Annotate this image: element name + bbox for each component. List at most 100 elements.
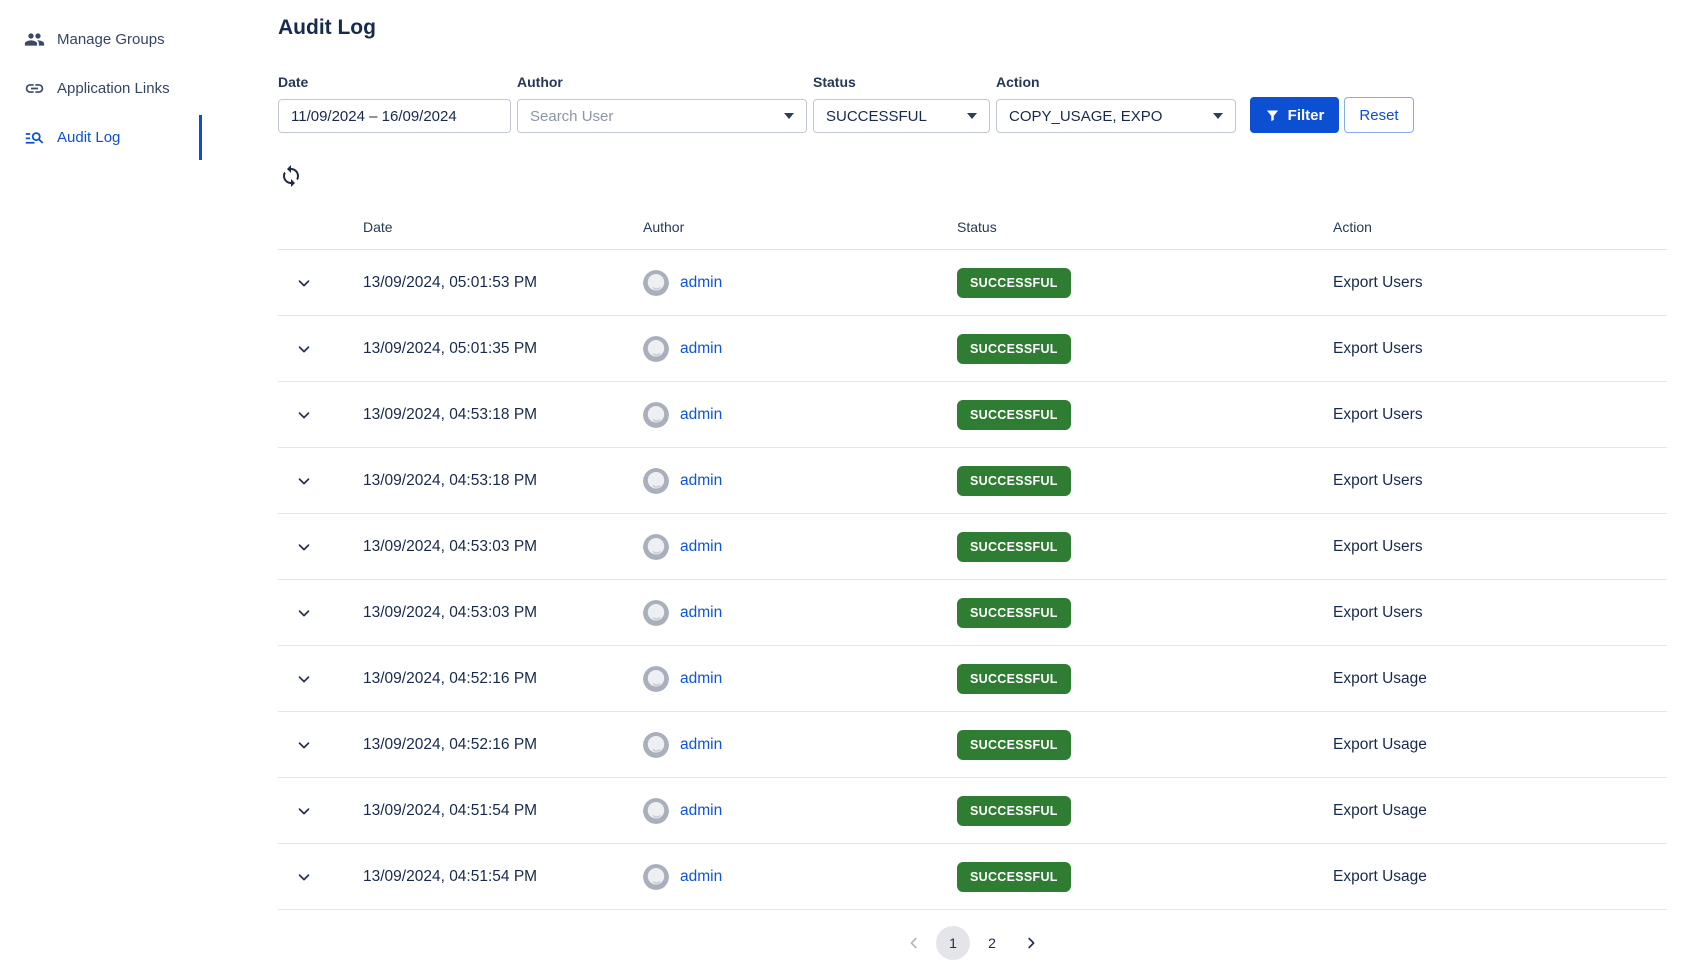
author-search-input[interactable] — [530, 108, 776, 125]
row-author-link[interactable]: admin — [680, 736, 722, 754]
expand-row-icon[interactable] — [295, 472, 313, 490]
user-avatar — [643, 468, 669, 494]
row-author-link[interactable]: admin — [680, 472, 722, 490]
filter-button[interactable]: Filter — [1250, 97, 1339, 133]
date-range-input[interactable] — [291, 108, 498, 125]
column-header-date: Date — [363, 219, 643, 235]
table-row: 13/09/2024, 04:53:03 PM admin SUCCESSFUL… — [278, 514, 1667, 580]
page-title: Audit Log — [278, 16, 376, 40]
status-badge: SUCCESSFUL — [957, 532, 1071, 562]
row-author-link[interactable]: admin — [680, 868, 722, 886]
row-date: 13/09/2024, 04:53:03 PM — [363, 538, 643, 556]
refresh-button[interactable] — [279, 164, 303, 188]
expand-row-icon[interactable] — [295, 340, 313, 358]
expand-row-icon[interactable] — [295, 406, 313, 424]
row-author-link[interactable]: admin — [680, 406, 722, 424]
row-author-link[interactable]: admin — [680, 538, 722, 556]
user-avatar — [643, 864, 669, 890]
column-header-author: Author — [643, 219, 957, 235]
status-badge: SUCCESSFUL — [957, 796, 1071, 826]
expand-row-icon[interactable] — [295, 274, 313, 292]
chevron-down-caret — [967, 113, 977, 119]
row-author-link[interactable]: admin — [680, 802, 722, 820]
status-filter-group: Status SUCCESSFUL — [813, 74, 990, 133]
action-select[interactable]: COPY_USAGE, EXPO — [996, 99, 1236, 133]
row-author-link[interactable]: admin — [680, 340, 722, 358]
status-filter-label: Status — [813, 74, 990, 90]
status-badge: SUCCESSFUL — [957, 466, 1071, 496]
table-row: 13/09/2024, 04:52:16 PM admin SUCCESSFUL… — [278, 646, 1667, 712]
table-row: 13/09/2024, 04:53:03 PM admin SUCCESSFUL… — [278, 580, 1667, 646]
previous-page-button[interactable] — [897, 926, 931, 960]
author-select[interactable] — [517, 99, 807, 133]
action-filter-group: Action COPY_USAGE, EXPO — [996, 74, 1236, 133]
filter-button-label: Filter — [1288, 107, 1325, 124]
sidebar: Manage Groups Application Links Audit Lo… — [0, 15, 202, 162]
row-action: Export Users — [1333, 604, 1667, 622]
row-author-cell: admin — [643, 534, 957, 560]
row-author-cell: admin — [643, 732, 957, 758]
row-date: 13/09/2024, 05:01:53 PM — [363, 274, 643, 292]
audit-log-table: Date Author Status Action 13/09/2024, 05… — [278, 205, 1667, 910]
sidebar-item-audit-log[interactable]: Audit Log — [0, 113, 202, 162]
reset-button[interactable]: Reset — [1344, 97, 1414, 133]
sidebar-item-label: Manage Groups — [57, 31, 165, 48]
sidebar-item-manage-groups[interactable]: Manage Groups — [0, 15, 202, 64]
table-row: 13/09/2024, 04:51:54 PM admin SUCCESSFUL… — [278, 844, 1667, 910]
status-badge: SUCCESSFUL — [957, 598, 1071, 628]
row-author-cell: admin — [643, 666, 957, 692]
date-range-field[interactable] — [278, 99, 511, 133]
user-avatar — [643, 600, 669, 626]
table-body: 13/09/2024, 05:01:53 PM admin SUCCESSFUL… — [278, 250, 1667, 910]
row-author-link[interactable]: admin — [680, 604, 722, 622]
status-badge: SUCCESSFUL — [957, 334, 1071, 364]
chevron-down-caret — [784, 113, 794, 119]
next-page-button[interactable] — [1014, 926, 1048, 960]
row-author-link[interactable]: admin — [680, 274, 722, 292]
row-date: 13/09/2024, 04:53:18 PM — [363, 472, 643, 490]
expand-row-icon[interactable] — [295, 670, 313, 688]
row-author-cell: admin — [643, 270, 957, 296]
user-avatar — [643, 798, 669, 824]
user-avatar — [643, 402, 669, 428]
reset-button-label: Reset — [1359, 107, 1398, 124]
row-date: 13/09/2024, 04:51:54 PM — [363, 802, 643, 820]
table-row: 13/09/2024, 04:51:54 PM admin SUCCESSFUL… — [278, 778, 1667, 844]
sidebar-item-application-links[interactable]: Application Links — [0, 64, 202, 113]
page-button-1[interactable]: 1 — [936, 926, 970, 960]
status-select[interactable]: SUCCESSFUL — [813, 99, 990, 133]
expand-row-icon[interactable] — [295, 538, 313, 556]
link-icon — [24, 78, 45, 99]
status-badge: SUCCESSFUL — [957, 862, 1071, 892]
status-badge: SUCCESSFUL — [957, 730, 1071, 760]
expand-row-icon[interactable] — [295, 604, 313, 622]
row-date: 13/09/2024, 04:53:03 PM — [363, 604, 643, 622]
author-filter-label: Author — [517, 74, 807, 90]
audit-log-page: Manage Groups Application Links Audit Lo… — [0, 0, 1690, 975]
row-action: Export Usage — [1333, 802, 1667, 820]
user-avatar — [643, 732, 669, 758]
row-author-link[interactable]: admin — [680, 670, 722, 688]
pagination: 12 — [278, 926, 1667, 960]
action-select-value: COPY_USAGE, EXPO — [1009, 108, 1162, 125]
refresh-sync-icon — [279, 164, 303, 188]
page-button-2[interactable]: 2 — [975, 926, 1009, 960]
row-author-cell: admin — [643, 402, 957, 428]
row-author-cell: admin — [643, 600, 957, 626]
table-row: 13/09/2024, 04:52:16 PM admin SUCCESSFUL… — [278, 712, 1667, 778]
row-action: Export Usage — [1333, 670, 1667, 688]
status-select-value: SUCCESSFUL — [826, 108, 927, 125]
expand-row-icon[interactable] — [295, 802, 313, 820]
row-author-cell: admin — [643, 864, 957, 890]
action-filter-label: Action — [996, 74, 1236, 90]
author-filter-group: Author — [517, 74, 807, 133]
expand-row-icon[interactable] — [295, 868, 313, 886]
row-author-cell: admin — [643, 798, 957, 824]
row-author-cell: admin — [643, 336, 957, 362]
expand-row-icon[interactable] — [295, 736, 313, 754]
user-avatar — [643, 336, 669, 362]
table-row: 13/09/2024, 05:01:35 PM admin SUCCESSFUL… — [278, 316, 1667, 382]
row-date: 13/09/2024, 04:53:18 PM — [363, 406, 643, 424]
table-header-row: Date Author Status Action — [278, 205, 1667, 250]
status-badge: SUCCESSFUL — [957, 400, 1071, 430]
